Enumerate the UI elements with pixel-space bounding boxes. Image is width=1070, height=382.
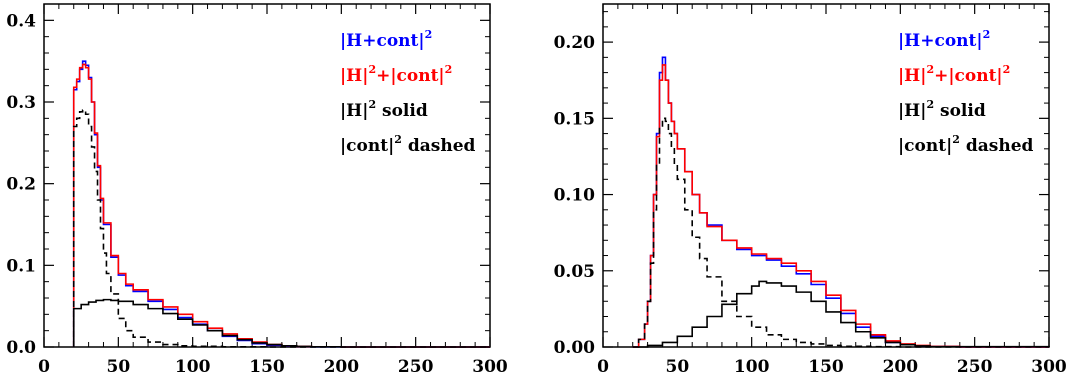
legend-entry: |H|2+|cont|2 — [340, 63, 452, 86]
series-4-line — [72, 109, 490, 348]
x-tick-label: 100 — [734, 357, 770, 377]
y-tick-label: 0.4 — [6, 11, 36, 31]
x-tick-label: 200 — [324, 357, 360, 377]
y-tick-label: 0.10 — [554, 186, 596, 206]
legend-entry: |H|2 solid — [898, 98, 986, 121]
x-tick-label: 100 — [175, 357, 211, 377]
legend-entry: |cont|2 dashed — [898, 133, 1034, 156]
x-tick-label: 0 — [38, 357, 50, 377]
y-tick-label: 0.15 — [554, 109, 595, 129]
x-tick-label: 150 — [249, 357, 285, 377]
y-tick-label: 0.20 — [554, 33, 596, 53]
y-tick-label: 0.1 — [6, 256, 36, 276]
x-tick-label: 0 — [597, 357, 609, 377]
x-tick-label: 150 — [808, 357, 844, 377]
y-tick-label: 0.05 — [554, 262, 595, 282]
series-3-line — [72, 298, 490, 348]
x-tick-label: 200 — [883, 357, 919, 377]
series-4-line — [632, 117, 1049, 348]
x-tick-label: 50 — [665, 357, 689, 377]
y-tick-label: 0.2 — [6, 175, 36, 195]
chart-panel-1: 0 50 100 150 200 250 300 0.0 0.1 0.2 0.3 0.4 |H+cont… — [6, 3, 508, 377]
series-3-line — [632, 280, 1050, 348]
legend-entry: |H+cont|2 — [340, 28, 432, 51]
chart-panel-2: 0 50 100 150 200 250 300 0.00 0.05 0.10 0.15 0.20 |H… — [554, 3, 1067, 377]
x-tick-label: 250 — [957, 357, 993, 377]
y-tick-label: 0.3 — [6, 93, 36, 113]
series-2-line — [632, 64, 1049, 348]
legend-entry: |H|2 solid — [340, 98, 428, 121]
y-tick-label: 0.0 — [6, 338, 36, 358]
x-tick-label: 250 — [398, 357, 434, 377]
x-tick-label: 300 — [472, 357, 508, 377]
legend-entry: |H|2+|cont|2 — [898, 63, 1010, 86]
plot-frame — [43, 3, 491, 348]
y-tick-label: 0.00 — [554, 338, 596, 358]
x-tick-label: 300 — [1031, 357, 1067, 377]
legend-entry: |H+cont|2 — [898, 28, 990, 51]
legend-entry: |cont|2 dashed — [340, 133, 476, 156]
x-tick-label: 50 — [106, 357, 130, 377]
